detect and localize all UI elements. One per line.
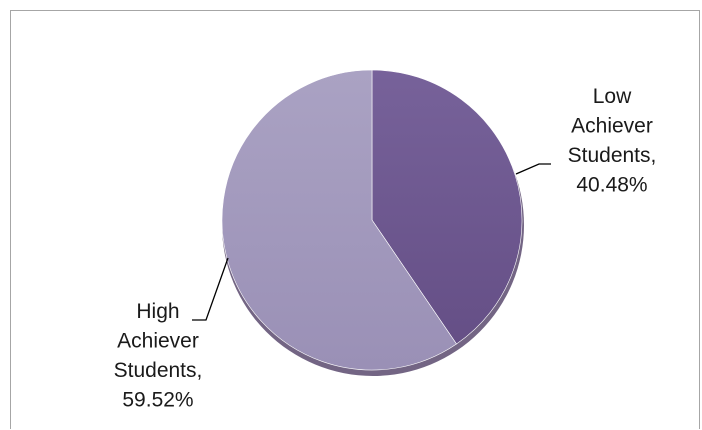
leader-line-1 [192, 257, 229, 321]
data-label-line: High [136, 300, 179, 323]
pie-slices [221, 69, 523, 371]
chart-frame [10, 10, 700, 429]
data-label-low-achiever-students: Low Achiever Students, 40.48% [568, 85, 657, 197]
data-label-line: Students, [568, 144, 657, 167]
pie-labels: Low Achiever Students, 40.48% High Achiever St… [114, 85, 657, 412]
pie-slice-high-achiever-students [221, 69, 457, 371]
pie-slice-low-achiever-students [371, 69, 523, 345]
data-label-line: 40.48% [576, 174, 647, 197]
data-label-line: 59.52% [122, 389, 193, 412]
data-label-line: Achiever [571, 115, 653, 138]
data-label-high-achiever-students: High Achiever Students, 59.52% [114, 300, 203, 412]
data-label-line: Low [593, 85, 632, 108]
leader-line-0 [515, 163, 551, 175]
data-label-line: Students, [114, 359, 203, 382]
data-label-line: Achiever [117, 330, 199, 353]
pie-leader-lines [192, 163, 551, 321]
